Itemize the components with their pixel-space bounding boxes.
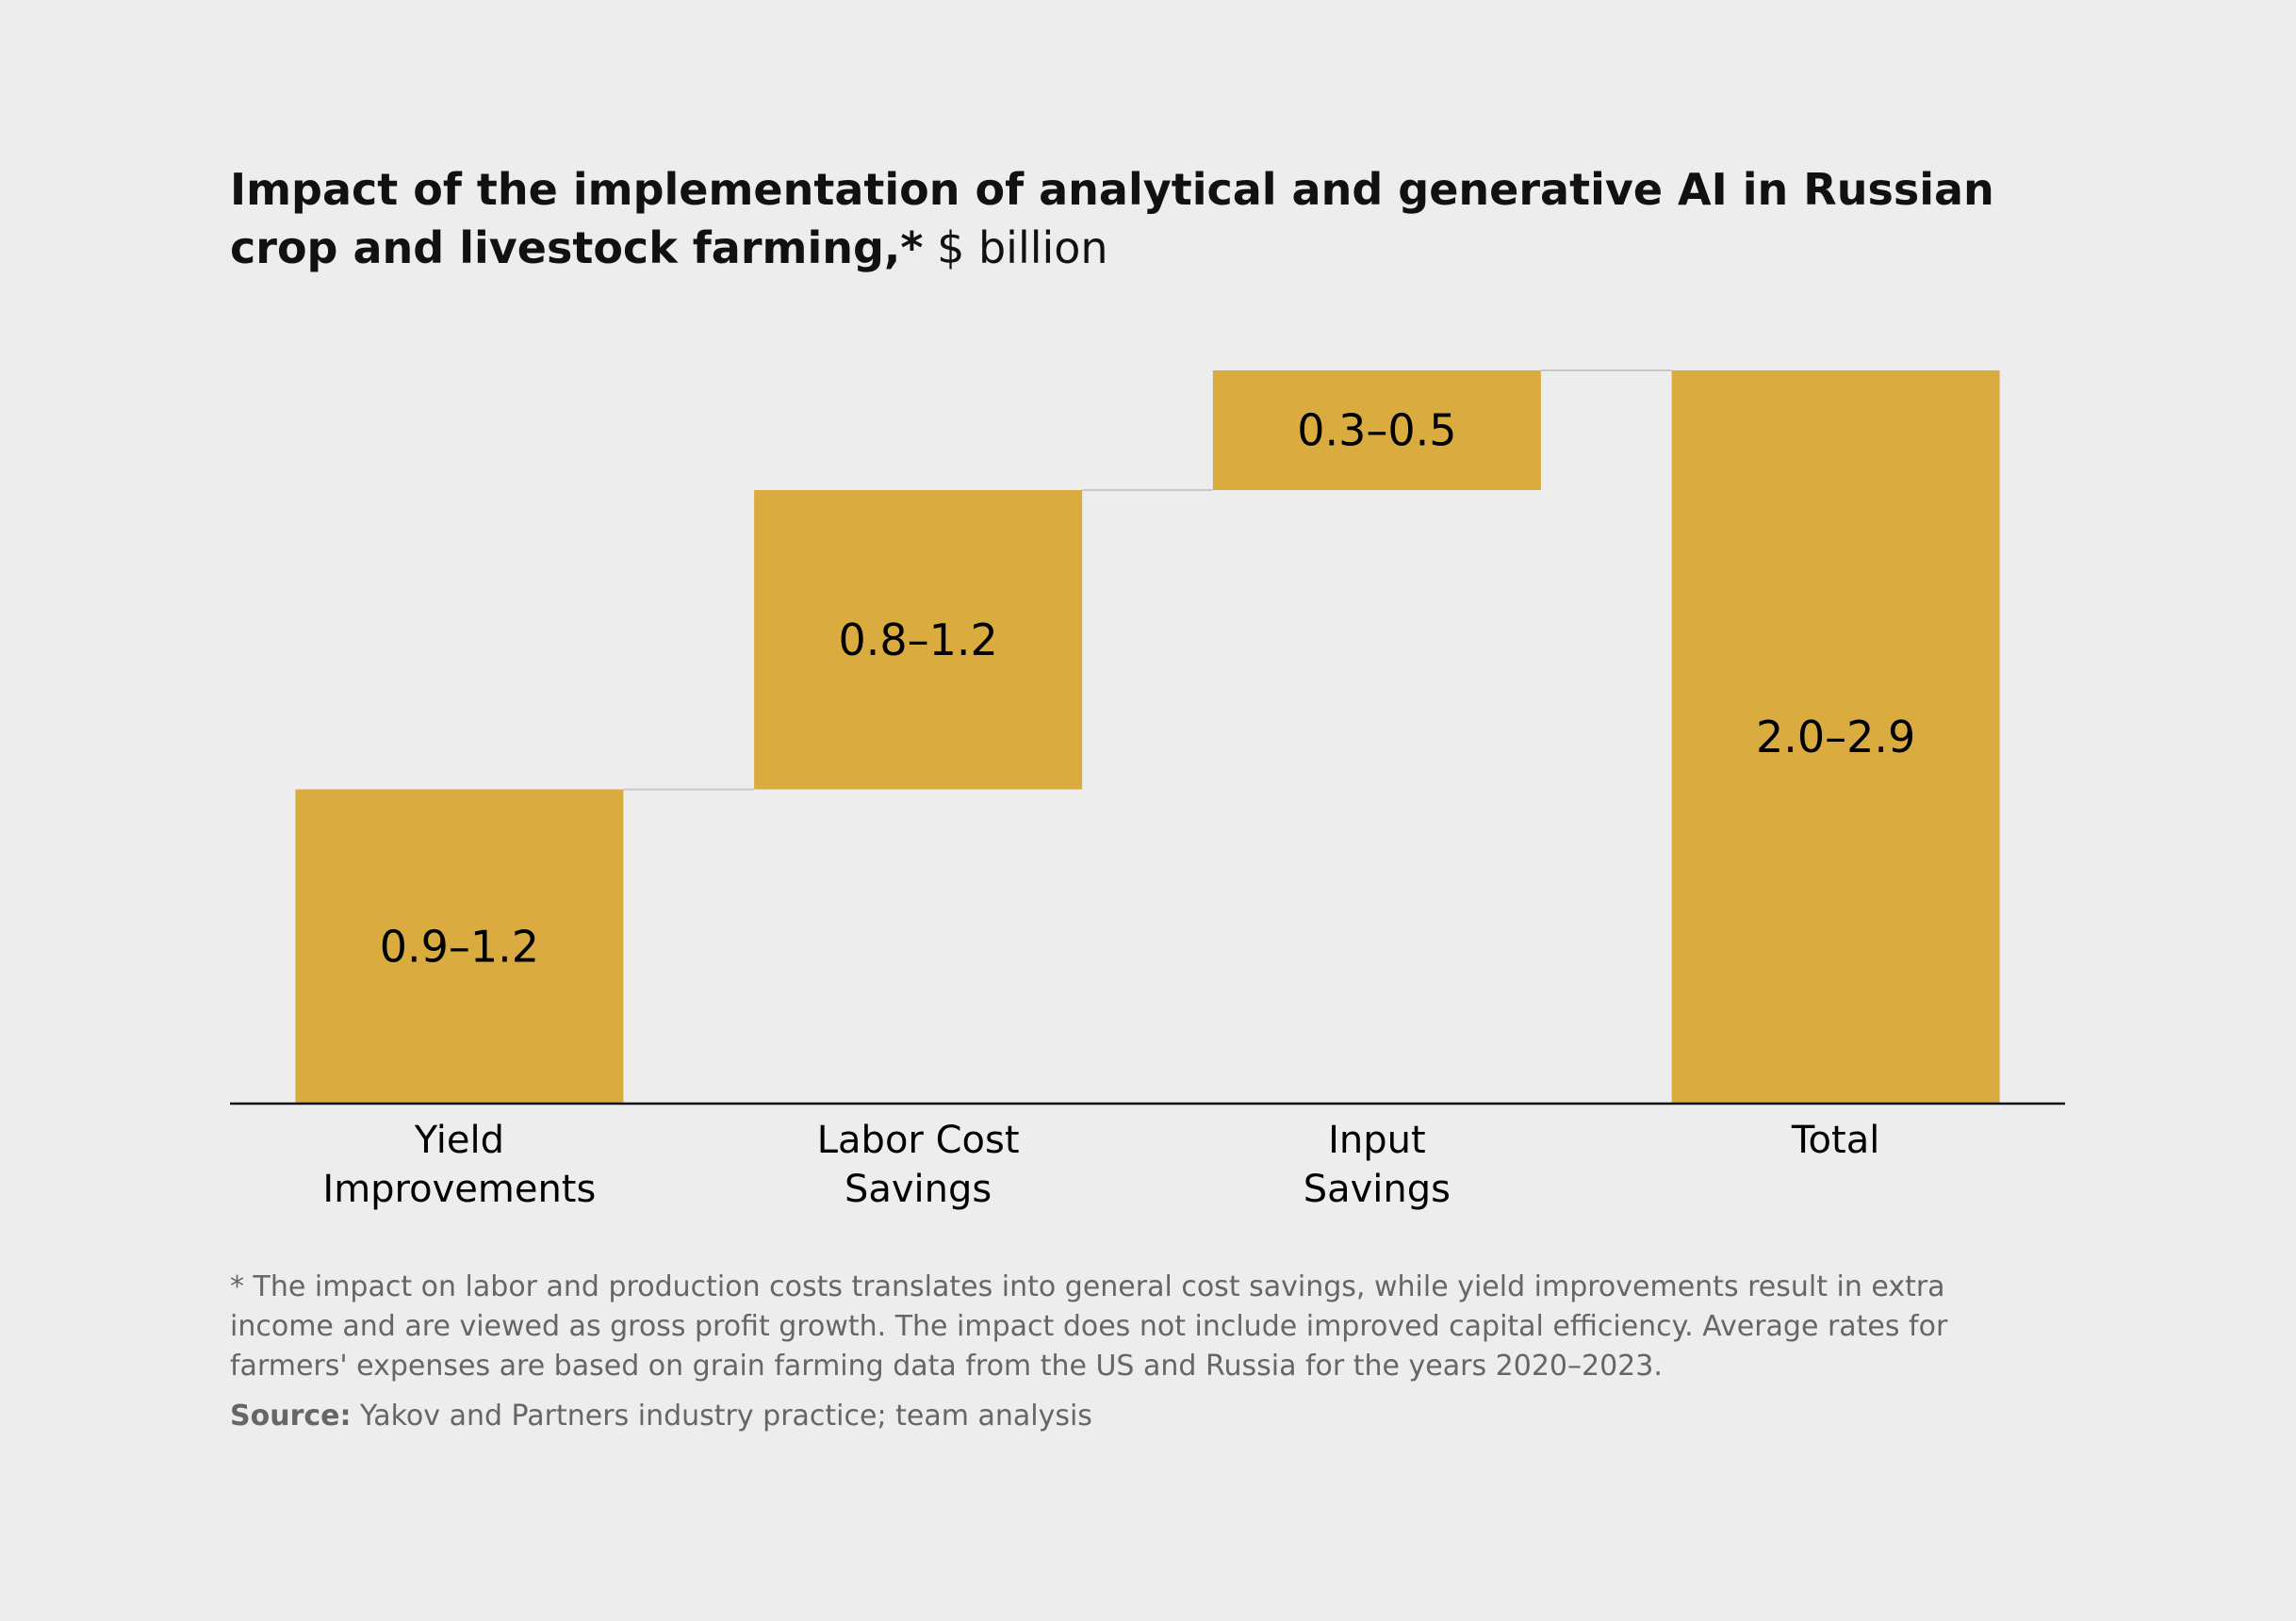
value-label: 2.0–2.9	[1756, 712, 1915, 762]
bar	[1671, 370, 2000, 1104]
value-label: 0.9–1.2	[380, 921, 539, 972]
source-text: Yakov and Partners industry practice; te…	[360, 1400, 1092, 1433]
x-tick-label: Savings	[1304, 1168, 1451, 1211]
value-label: 0.8–1.2	[838, 614, 997, 665]
x-tick-label: Yield	[414, 1119, 504, 1162]
bar	[754, 490, 1083, 790]
x-tick-label: Labor Cost	[817, 1119, 1020, 1162]
title-block: Impact of the implementation of analytic…	[230, 160, 2021, 277]
chart-title: Impact of the implementation of analytic…	[230, 164, 1994, 273]
footnote: * The impact on labor and production cos…	[230, 1270, 1948, 1383]
chart-subtitle: $ billion	[937, 222, 1108, 273]
source: Source: Yakov and Partners industry prac…	[230, 1400, 1092, 1433]
bar	[295, 789, 624, 1104]
value-label: 0.3–0.5	[1297, 405, 1456, 456]
source-label: Source:	[230, 1400, 352, 1433]
x-tick-label: Input	[1328, 1119, 1426, 1162]
x-tick-label: Total	[1791, 1119, 1879, 1162]
x-tick-label: Improvements	[322, 1168, 596, 1211]
x-tick-label: Savings	[845, 1168, 992, 1211]
bar	[1212, 370, 1541, 491]
